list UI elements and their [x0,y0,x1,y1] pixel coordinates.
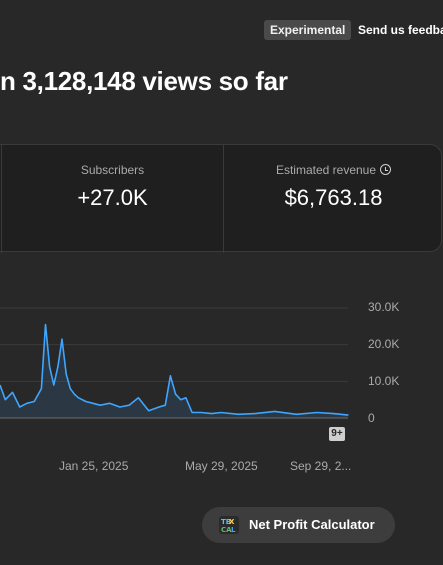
y-tick-label: 30.0K [368,300,400,314]
data-point [109,402,111,404]
data-point [164,404,166,406]
stats-panel: Subscribers +27.0K Estimated revenue $6,… [0,144,443,253]
clock-icon[interactable] [380,164,392,175]
data-point [211,413,213,415]
data-point [40,388,42,390]
y-tick-label: 10.0K [368,374,400,388]
data-point [254,413,256,415]
experimental-badge: Experimental [264,20,352,40]
data-point [33,401,35,403]
series-line [0,323,349,416]
stat-estimated-revenue[interactable]: Estimated revenue $6,763.18 [224,145,443,253]
data-point [137,397,139,399]
x-tick-label: Sep 29, 2... [290,459,352,473]
data-point [92,402,94,404]
stat-subscribers[interactable]: Subscribers +27.0K [2,145,223,253]
data-point [85,401,87,403]
data-point [73,393,75,395]
data-point [148,410,150,412]
data-point [185,397,187,399]
svg-text:CA: CA [221,526,232,534]
stats-divider [223,145,224,253]
data-point [49,366,51,368]
data-point [175,393,177,395]
calculator-button-label: Net Profit Calculator [249,517,375,532]
stat-label: Estimated revenue [224,163,443,177]
data-point [200,412,202,414]
data-point [53,384,55,386]
data-point [191,412,193,414]
stat-label: Subscribers [80,163,145,177]
svg-text:X: X [229,518,235,526]
data-point [57,366,59,368]
data-point [19,406,21,408]
data-point [65,373,67,375]
net-profit-calculator-button[interactable]: TB X CA L Net Profit Calculator [202,507,395,543]
y-tick-label: 0 [368,411,375,425]
data-point [180,399,182,401]
send-feedback-link[interactable]: Send us feedba [358,23,443,37]
data-point [238,413,240,415]
more-annotations-badge[interactable]: 9+ [329,427,345,441]
svg-text:TB: TB [221,518,231,526]
data-point [78,397,80,399]
page-headline: n 3,128,148 views so far [0,66,288,96]
data-point [347,414,349,416]
data-point [45,324,47,326]
data-point [158,406,160,408]
top-bar: Experimental Send us feedba [0,20,443,40]
data-point [26,402,28,404]
data-point [99,404,101,406]
data-point [333,413,335,415]
data-point [4,399,6,401]
svg-text:L: L [231,526,236,534]
stat-value: +27.0K [77,185,148,210]
calculator-logo-icon: TB X CA L [219,516,239,534]
data-point [119,406,121,408]
data-point [316,412,318,414]
stat-value: $6,763.18 [284,185,383,210]
stat-label-text: Estimated revenue [275,163,377,177]
data-point [69,388,71,390]
data-point [12,391,14,393]
data-point [220,412,222,414]
data-point [274,410,276,412]
views-chart[interactable] [0,290,443,480]
data-point [61,338,63,340]
series-area [0,324,348,418]
data-point [169,375,171,377]
data-point [128,404,130,406]
x-tick-label: Jan 25, 2025 [59,459,129,473]
data-point [295,413,297,415]
x-tick-label: May 29, 2025 [185,459,258,473]
stats-divider [1,145,2,253]
y-tick-label: 20.0K [368,337,400,351]
